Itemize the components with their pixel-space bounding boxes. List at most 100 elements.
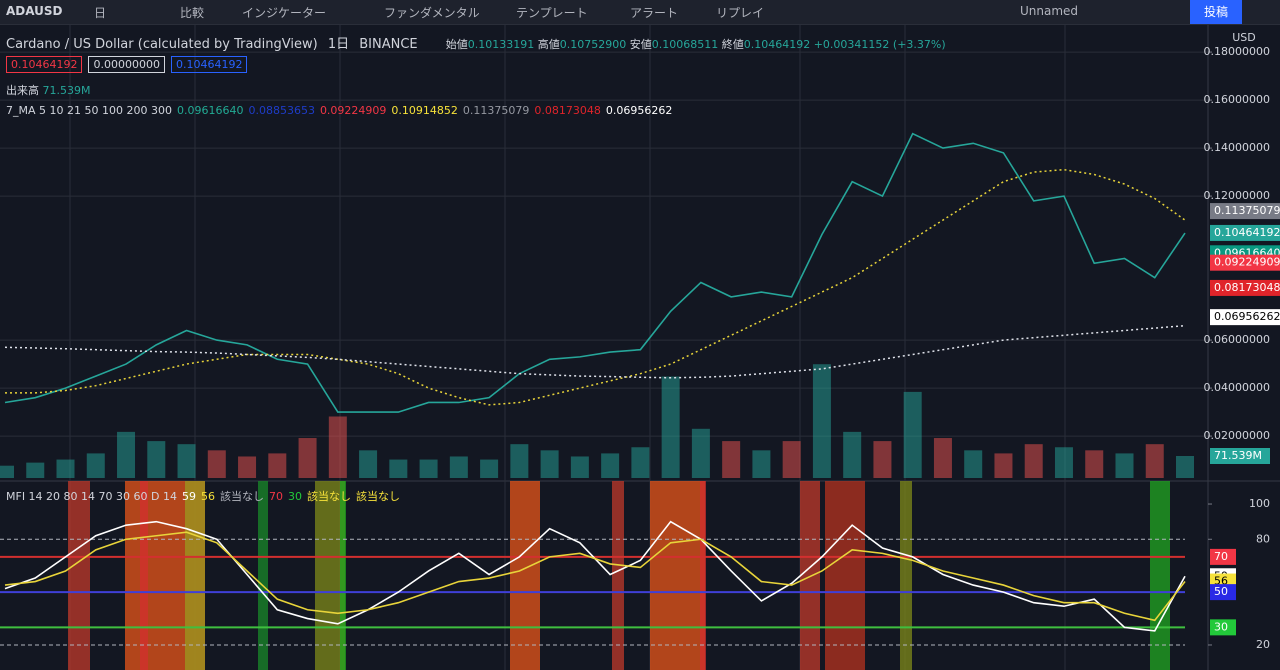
volume-bar [752, 450, 771, 478]
price-tag [1210, 584, 1236, 601]
label: 始値 [445, 38, 468, 51]
y-tick-label: 100 [1249, 497, 1270, 510]
volume-bar [86, 453, 105, 478]
replay[interactable]: リプレイ [716, 6, 765, 20]
toolbar: ADAUSD 日 比較 インジケーター ファンダメンタル テンプレート アラート… [0, 0, 1280, 25]
volume-bar [177, 444, 196, 478]
signal-zone [185, 481, 205, 670]
axis-unit: USD [1232, 31, 1256, 44]
volume-bar [298, 438, 317, 478]
symbol[interactable]: ADAUSD [6, 4, 63, 18]
layout-name[interactable]: Unnamed [1020, 4, 1079, 18]
alert[interactable]: アラート [630, 6, 679, 20]
volume-bar [389, 459, 408, 478]
legend-value: 70 [268, 490, 283, 503]
volume-legend: 出来高 71.539M [6, 82, 90, 98]
price-tag-label: 0.06956262 [1214, 310, 1280, 323]
y-tick-label: 0.04000000 [1204, 381, 1270, 394]
volume-bar [359, 450, 378, 478]
volume-bar [691, 428, 710, 478]
templates[interactable]: テンプレート [516, 6, 588, 20]
series-line [4, 324, 1186, 379]
price-tag-label: 70 [1214, 550, 1228, 563]
value: 0.10752900 [559, 38, 627, 51]
volume-bar [873, 441, 892, 478]
y-tick-label: 0.18000000 [1204, 45, 1270, 58]
volume-bar [843, 431, 862, 478]
legend-value: 0.00000000 [88, 56, 165, 73]
signal-zone [612, 481, 624, 670]
compare[interactable]: 比較 [180, 6, 205, 20]
volume-bar [964, 450, 983, 478]
signal-zone [800, 481, 820, 670]
volume-bar [1145, 444, 1164, 478]
y-tick-label: 80 [1256, 532, 1270, 545]
label: 終値 [721, 38, 744, 51]
volume-bar [661, 376, 680, 478]
y-tick-label: 0.02000000 [1204, 429, 1270, 442]
volume-bar [26, 462, 45, 478]
signal-zone [340, 481, 346, 670]
volume-bar [480, 459, 499, 478]
volume-bar [1085, 450, 1104, 478]
legend-value: 59 [181, 490, 196, 503]
change: +0.00341152 (+3.37%) [813, 38, 946, 51]
price-tag-label: 50 [1214, 585, 1228, 598]
volume-bar [812, 364, 831, 478]
publish-button[interactable]: 投稿 [1190, 0, 1242, 24]
series-line [4, 132, 1186, 413]
legend-value: 0.11375079 [462, 104, 530, 117]
series-line [4, 531, 1186, 622]
volume-bar [903, 391, 922, 478]
signal-zone [700, 481, 706, 670]
volume-bar [1115, 453, 1134, 478]
signal-zone [900, 481, 912, 670]
mfi-legend: MFI 14 20 80 14 70 30 60 D 14 59 56 該当なし 70 3… [6, 488, 400, 504]
volume-bar [419, 459, 438, 478]
legend-value: 0.10464192 [170, 56, 248, 73]
signal-zone [68, 481, 90, 670]
legend-value: 56 [200, 490, 215, 503]
volume-bar [328, 416, 347, 478]
signal-zone [258, 481, 268, 670]
signal-zone [1150, 481, 1170, 670]
y-tick-label: 20 [1256, 638, 1270, 651]
price-tag-label: 0.11375079 [1214, 204, 1280, 217]
volume-bar [0, 465, 14, 478]
y-tick-label: 0.16000000 [1204, 93, 1270, 106]
volume-bar [449, 456, 468, 478]
legend-value: 該当なし [355, 490, 400, 503]
volume-bar [207, 450, 226, 478]
legend-value: 0.09224909 [319, 104, 387, 117]
price-tag [1210, 548, 1236, 565]
indicators[interactable]: インジケーター [242, 6, 327, 20]
value: 0.10068511 [651, 38, 719, 51]
volume-bar [1176, 456, 1194, 478]
legend-value: 30 [287, 490, 302, 503]
volume-bar [56, 459, 75, 478]
legend-value: 0.10464192 [6, 56, 83, 73]
volume-bar [570, 456, 589, 478]
legend-value: 0.08173048 [534, 104, 601, 117]
legend-title: Cardano / US Dollar (calculated by Tradi… [6, 33, 946, 52]
volume-bar [601, 453, 620, 478]
value: 0.10464192 [743, 38, 811, 51]
price-tag [1210, 619, 1236, 636]
volume-bar [540, 450, 559, 478]
legend-value: 0.10914852 [391, 104, 458, 117]
value-boxes: 0.10464192 0.00000000 0.10464192 [6, 56, 253, 73]
legend-value: 該当なし [306, 490, 351, 503]
volume-bar [510, 444, 529, 478]
fundamentals[interactable]: ファンダメンタル [384, 6, 480, 20]
label: 7_MA 5 10 21 50 100 200 300 [6, 104, 172, 117]
value: 71.539M [42, 84, 91, 97]
volume-bar [994, 453, 1013, 478]
legend-value: 該当なし [219, 490, 264, 503]
volume-bar [238, 456, 257, 478]
ma-legend: 7_MA 5 10 21 50 100 200 300 0.09616640 0.0… [6, 104, 672, 117]
signal-zone [140, 481, 148, 670]
price-tag-label: 0.09224909 [1214, 256, 1280, 269]
interval[interactable]: 日 [94, 6, 107, 20]
y-tick-label: 0.14000000 [1204, 141, 1270, 154]
